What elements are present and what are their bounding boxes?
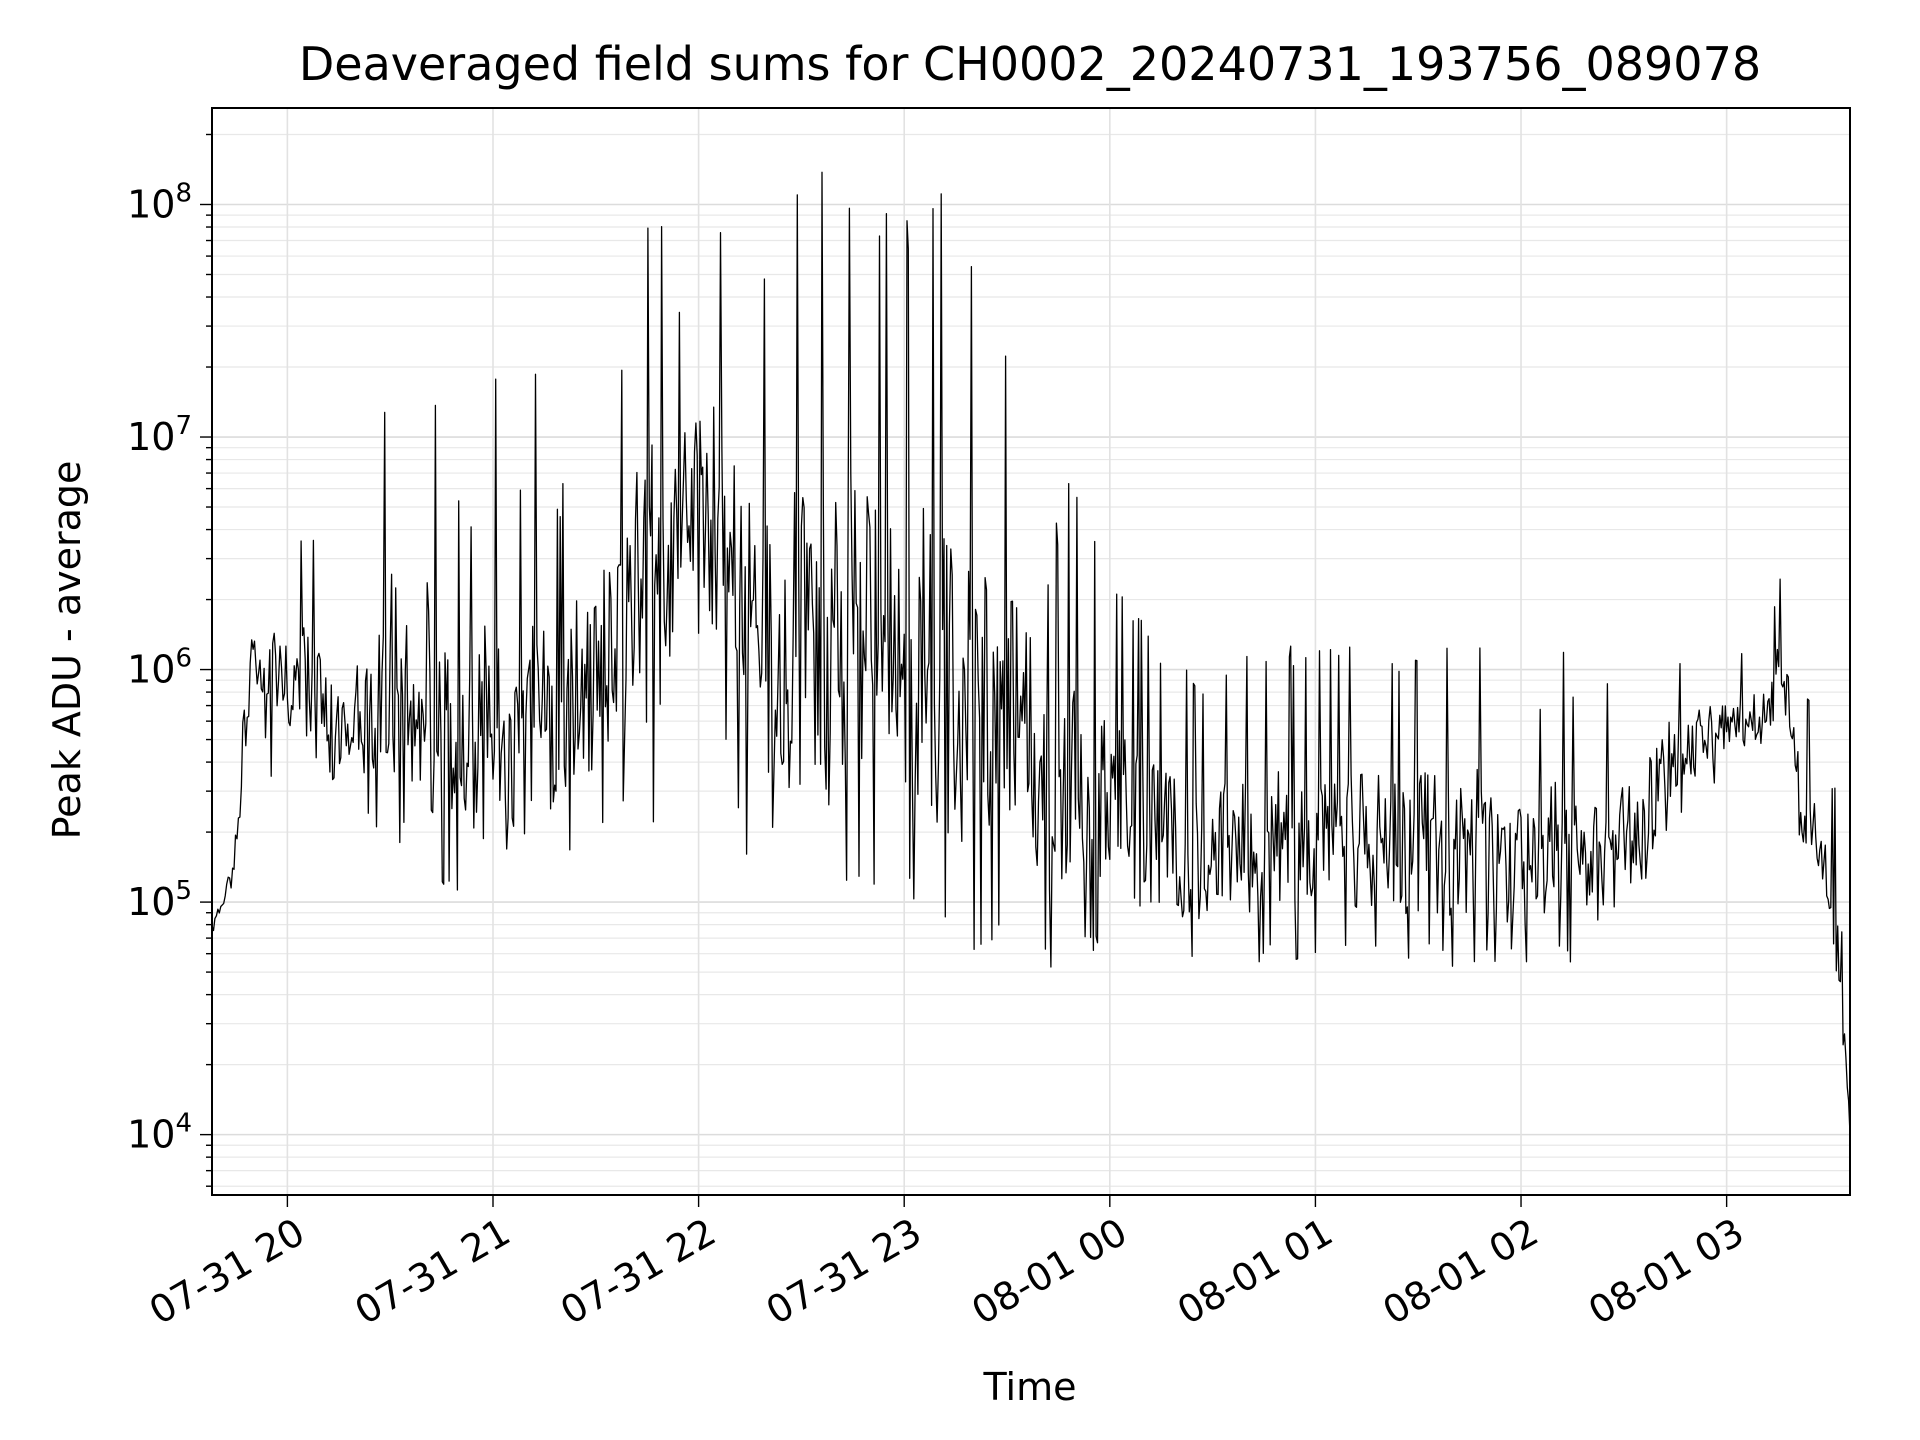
y-tick-label: 104 [127, 1109, 192, 1157]
chart-title: Deaveraged field sums for CH0002_2024073… [299, 37, 1761, 91]
plot-frame [211, 107, 1851, 1196]
x-tick-label: 08-01 00 [964, 1210, 1134, 1334]
x-tick-label: 08-01 01 [1170, 1210, 1340, 1334]
y-axis-ticks: 104 105 106 107 108 [127, 178, 192, 1156]
x-tick-label: 07-31 23 [759, 1210, 929, 1334]
y-tick-label: 107 [127, 411, 192, 459]
series-layer [211, 171, 1851, 1135]
x-axis-label: Time [983, 1365, 1077, 1409]
grid [212, 108, 1850, 1195]
x-tick-label: 07-31 22 [553, 1210, 723, 1334]
y-tick-label: 108 [127, 178, 192, 226]
y-axis-label: Peak ADU - average [45, 461, 89, 840]
x-axis-ticks: 07-31 20 07-31 21 07-31 22 07-31 23 08-01 00… [142, 1210, 1751, 1334]
y-tick-label: 106 [127, 644, 192, 692]
y-tick-label: 105 [127, 876, 192, 924]
x-tick-label: 07-31 21 [348, 1210, 518, 1334]
x-tick-label: 08-01 02 [1376, 1210, 1546, 1334]
x-tick-label: 08-01 03 [1581, 1210, 1751, 1334]
axes [200, 107, 1851, 1207]
series-line [211, 171, 1851, 1135]
x-tick-label: 07-31 20 [142, 1210, 312, 1334]
